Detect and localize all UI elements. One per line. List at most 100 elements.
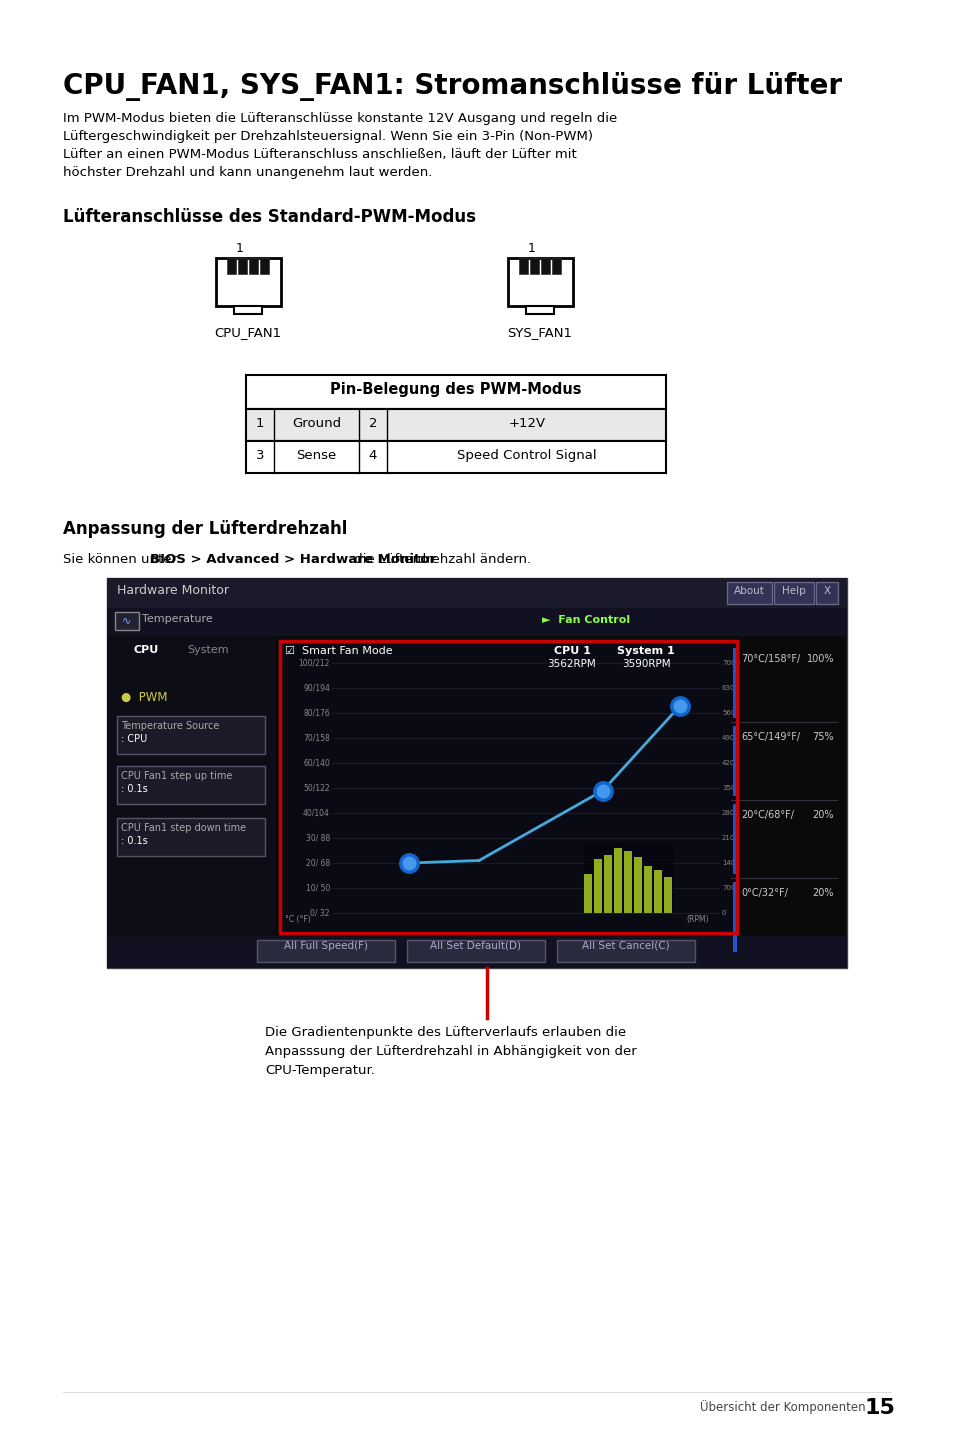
Text: °C (°F): °C (°F) [285, 914, 311, 924]
Text: Sense: Sense [296, 449, 336, 462]
Text: Übersicht der Komponenten: Übersicht der Komponenten [700, 1400, 864, 1414]
Text: 20%: 20% [812, 810, 833, 820]
Bar [119, 641, 173, 663]
Bar [249, 258, 257, 273]
Text: 40/104: 40/104 [303, 809, 330, 817]
Text: 2800: 2800 [721, 810, 740, 816]
Bar [280, 641, 737, 933]
Bar [179, 641, 236, 663]
Text: (RPM): (RPM) [685, 914, 708, 924]
Bar [643, 866, 651, 913]
Bar [610, 641, 680, 681]
Text: 100%: 100% [805, 654, 833, 664]
Text: 0/ 32: 0/ 32 [310, 909, 330, 917]
Text: ∿: ∿ [122, 615, 132, 625]
Text: 6300: 6300 [721, 685, 740, 691]
Bar [246, 409, 665, 441]
Text: 65°C/149°F/: 65°C/149°F/ [740, 733, 800, 743]
Bar [732, 648, 737, 718]
Text: 4900: 4900 [721, 736, 740, 741]
Text: Sie können unter: Sie können unter [63, 552, 181, 567]
Text: Anpassung der Lüfterdrehzahl: Anpassung der Lüfterdrehzahl [63, 519, 347, 538]
Text: die Lüfterdrehzahl ändern.: die Lüfterdrehzahl ändern. [350, 552, 531, 567]
Text: 1400: 1400 [721, 860, 740, 866]
Text: 15: 15 [863, 1398, 894, 1418]
Bar [107, 608, 846, 635]
Text: 1: 1 [528, 242, 536, 255]
Text: ☑  Smart Fan Mode: ☑ Smart Fan Mode [285, 645, 393, 655]
Text: Hardware Monitor: Hardware Monitor [117, 584, 229, 597]
Text: 7000: 7000 [721, 660, 740, 665]
Text: 5600: 5600 [721, 710, 740, 716]
Bar [107, 635, 274, 967]
Bar [663, 877, 671, 913]
Text: 2100: 2100 [721, 836, 740, 841]
Text: 0: 0 [721, 910, 726, 916]
Text: Speed Control Signal: Speed Control Signal [456, 449, 597, 462]
Text: 3: 3 [255, 449, 264, 462]
Text: CPU_FAN1: CPU_FAN1 [214, 326, 281, 339]
Text: CPU 1: CPU 1 [553, 645, 590, 655]
Bar [732, 881, 737, 952]
Text: 4200: 4200 [721, 760, 739, 766]
Text: Help: Help [781, 587, 805, 595]
Text: ●  PWM: ● PWM [121, 691, 168, 704]
Text: 3500: 3500 [721, 786, 740, 791]
Bar [537, 641, 606, 681]
Text: 20/ 68: 20/ 68 [305, 859, 330, 867]
Bar [815, 582, 837, 604]
Text: Im PWM-Modus bieten die Lüfteranschlüsse konstante 12V Ausgang und regeln die
Lü: Im PWM-Modus bieten die Lüfteranschlüsse… [63, 112, 617, 179]
Text: All Set Default(D): All Set Default(D) [430, 942, 521, 952]
Text: CPU Fan1 step down time: CPU Fan1 step down time [121, 823, 246, 833]
Text: : 0.1s: : 0.1s [121, 836, 148, 846]
Text: Temperature Source: Temperature Source [121, 721, 219, 731]
Bar [613, 847, 621, 913]
Text: 1: 1 [255, 416, 264, 429]
Bar [215, 258, 281, 306]
Text: CPU: CPU [133, 645, 158, 655]
Text: 90/194: 90/194 [303, 684, 330, 693]
Text: : CPU: : CPU [121, 734, 147, 744]
Text: About: About [733, 587, 764, 595]
Text: X: X [822, 587, 830, 595]
Bar [260, 258, 269, 273]
Text: 30/ 88: 30/ 88 [305, 833, 330, 843]
Bar [117, 819, 265, 856]
Text: : 0.1s: : 0.1s [121, 784, 148, 794]
Text: Pin-Belegung des PWM-Modus: Pin-Belegung des PWM-Modus [330, 382, 581, 396]
Bar [107, 936, 846, 967]
Bar [773, 582, 813, 604]
Text: 20°C/68°F/: 20°C/68°F/ [740, 810, 793, 820]
Text: 10/ 50: 10/ 50 [305, 883, 330, 893]
Bar [246, 441, 665, 474]
Bar [117, 716, 265, 754]
Bar [237, 258, 247, 273]
Bar [107, 578, 846, 967]
Bar [227, 258, 235, 273]
Bar [633, 857, 640, 913]
Bar [280, 641, 737, 933]
Text: 70/158: 70/158 [303, 734, 330, 743]
Text: 3562RPM: 3562RPM [547, 660, 596, 670]
Text: 1: 1 [235, 242, 244, 255]
Bar [233, 306, 262, 313]
Text: 4: 4 [369, 449, 376, 462]
Bar [115, 612, 139, 630]
Bar [726, 582, 771, 604]
Bar [623, 851, 631, 913]
Bar [507, 258, 573, 306]
Text: System 1: System 1 [617, 645, 674, 655]
Text: 75%: 75% [812, 733, 833, 743]
Text: 80/176: 80/176 [303, 708, 330, 717]
Text: CPU_FAN1, SYS_FAN1: Stromanschlüsse für Lüfter: CPU_FAN1, SYS_FAN1: Stromanschlüsse für … [63, 72, 841, 102]
Text: +12V: +12V [508, 416, 545, 429]
Bar [530, 258, 538, 273]
Bar [518, 258, 527, 273]
Text: BIOS > Advanced > Hardware Monitor: BIOS > Advanced > Hardware Monitor [150, 552, 436, 567]
Text: 700: 700 [721, 884, 735, 892]
Bar [583, 873, 591, 913]
Text: 70°C/158°F/: 70°C/158°F/ [740, 654, 800, 664]
Bar [246, 375, 665, 409]
Bar [117, 766, 265, 804]
Bar [603, 854, 611, 913]
